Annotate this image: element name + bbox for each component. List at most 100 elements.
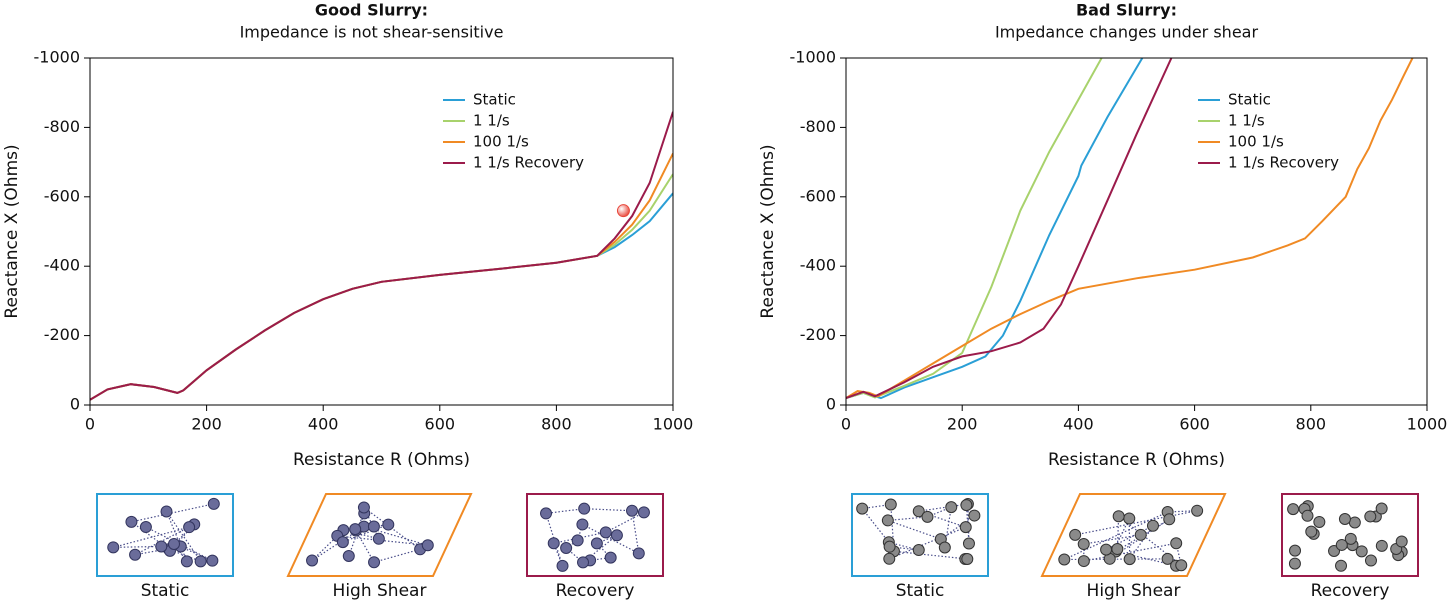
particle xyxy=(637,506,650,519)
particle xyxy=(1355,545,1368,558)
particle xyxy=(421,539,434,552)
x-tick-label: 1000 xyxy=(1407,415,1448,434)
particle xyxy=(961,553,974,566)
x-tick-label: 400 xyxy=(308,415,339,434)
particle xyxy=(1100,543,1113,556)
particle xyxy=(883,540,896,553)
chain xyxy=(348,513,365,557)
x-axis-label: Resistance R (Ohms) xyxy=(1048,450,1225,470)
series-line xyxy=(90,152,673,401)
y-tick-label: -800 xyxy=(44,117,80,136)
particle xyxy=(372,532,385,545)
particle xyxy=(962,537,975,550)
x-axis-label: Resistance R (Ohms) xyxy=(293,450,470,470)
series-line xyxy=(90,111,673,401)
chart-subtitle: Impedance changes under shear xyxy=(995,23,1259,42)
particle xyxy=(180,555,193,568)
particle xyxy=(1287,503,1300,516)
particle xyxy=(1395,535,1408,548)
chart-subtitle: Impedance is not shear-sensitive xyxy=(240,23,504,42)
series-line xyxy=(846,58,1173,400)
particle xyxy=(1289,544,1302,557)
particle xyxy=(1069,528,1082,541)
chain xyxy=(1064,511,1168,561)
y-tick-label: -200 xyxy=(44,325,80,344)
particle xyxy=(1301,509,1314,522)
series-line xyxy=(846,58,1144,400)
chain xyxy=(168,523,195,550)
legend-label: 100 1/s xyxy=(473,133,529,151)
particle xyxy=(1058,553,1071,566)
chain xyxy=(861,508,890,543)
panel-label: Static xyxy=(896,581,945,601)
chain xyxy=(113,526,190,548)
particle xyxy=(1191,504,1204,517)
series-line xyxy=(846,58,1103,400)
plot-frame xyxy=(845,57,1428,406)
particle xyxy=(912,544,925,557)
particle xyxy=(1344,532,1357,545)
chain xyxy=(342,524,389,543)
legend-label: 1 1/s xyxy=(1228,112,1265,130)
x-tick-label: 400 xyxy=(1063,415,1094,434)
particle xyxy=(382,518,395,531)
particle xyxy=(1175,559,1188,572)
chain xyxy=(918,510,966,528)
particle xyxy=(959,521,972,534)
chain xyxy=(887,519,942,540)
y-tick-label: -400 xyxy=(44,256,80,275)
chain xyxy=(545,513,564,567)
particle xyxy=(1163,513,1176,526)
particle xyxy=(1123,512,1136,525)
x-tick-label: 800 xyxy=(1296,415,1327,434)
panel-label: Static xyxy=(141,581,190,601)
plot-area xyxy=(846,58,1414,400)
x-tick-label: 1000 xyxy=(653,415,694,434)
particle xyxy=(357,501,370,514)
particle xyxy=(560,541,573,554)
particle xyxy=(578,502,591,515)
legend-label: 1 1/s xyxy=(473,112,510,130)
particle xyxy=(626,504,639,517)
particle xyxy=(1338,512,1351,525)
legend-label: 1 1/s Recovery xyxy=(473,154,584,172)
chain xyxy=(1118,515,1182,566)
particle xyxy=(960,499,973,512)
legend-label: 1 1/s Recovery xyxy=(1228,154,1339,172)
legend-label: Static xyxy=(1228,91,1271,109)
particle xyxy=(856,502,869,515)
particle xyxy=(194,555,207,568)
panel-frame xyxy=(286,493,473,577)
panel-label: High Shear xyxy=(333,581,427,601)
particle xyxy=(125,515,138,528)
particle xyxy=(1364,510,1377,523)
chain xyxy=(169,523,195,552)
particle xyxy=(540,507,553,520)
plot-frame xyxy=(89,57,674,406)
y-tick-label: 0 xyxy=(826,395,836,414)
particle xyxy=(912,505,925,518)
chain xyxy=(373,523,389,528)
particle xyxy=(368,556,381,569)
chain xyxy=(545,508,585,515)
chart-title: Bad Slurry: xyxy=(1076,1,1177,20)
chain xyxy=(131,503,214,523)
panel-frame xyxy=(96,493,234,577)
particle xyxy=(610,529,623,542)
particle xyxy=(206,554,219,567)
panel-label: High Shear xyxy=(1087,581,1181,601)
particle xyxy=(349,523,362,536)
particle xyxy=(921,510,934,523)
chain xyxy=(1083,542,1177,562)
particle xyxy=(1348,516,1361,529)
particle xyxy=(160,505,173,518)
particle xyxy=(1112,510,1125,523)
panel-frame xyxy=(526,493,664,577)
y-tick-label: -600 xyxy=(800,186,836,205)
chain xyxy=(355,530,375,563)
particle xyxy=(1288,557,1301,570)
particle xyxy=(576,518,589,531)
particle xyxy=(1375,539,1388,552)
particle xyxy=(571,534,584,547)
particle xyxy=(342,550,355,563)
